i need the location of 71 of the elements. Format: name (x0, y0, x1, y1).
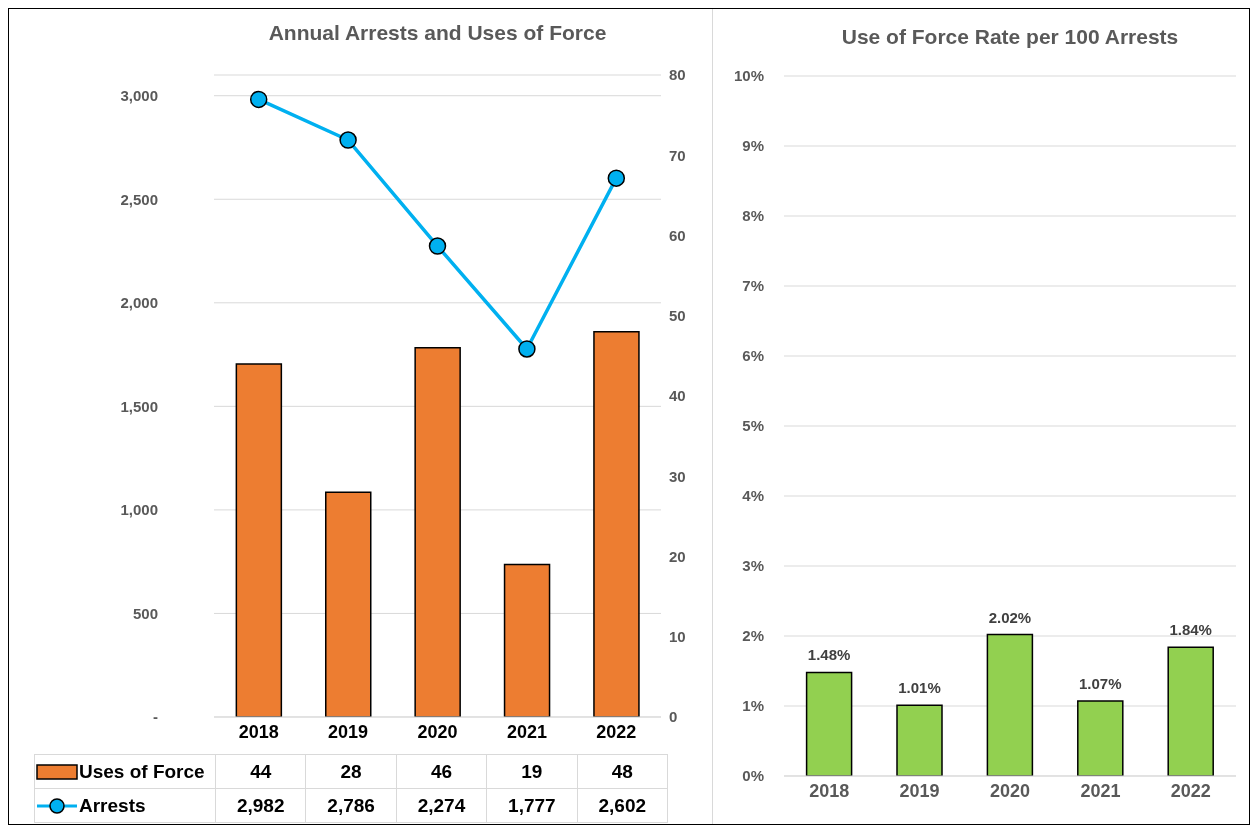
bar (593, 331, 640, 717)
x-tick-label: 2022 (1170, 780, 1211, 801)
data-label: 28 (305, 754, 397, 789)
y2-tick-label: 80 (669, 66, 686, 84)
y-tick-label: 5% (742, 417, 764, 435)
bar (805, 671, 853, 776)
y-tick-label: 9% (742, 137, 764, 155)
y-tick-label: 2% (742, 627, 764, 645)
y2-tick-label: 10 (669, 628, 686, 646)
y-tick-label: 500 (132, 604, 158, 622)
chart-title: Use of Force Rate per 100 Arrests (840, 25, 1180, 49)
data-label: 1.07% (1079, 675, 1122, 693)
y2-tick-label: 40 (669, 387, 686, 405)
y-tick-label: 10% (733, 67, 764, 85)
x-tick-label: 2020 (989, 780, 1031, 801)
bar (896, 704, 943, 776)
y2-tick-label: 70 (669, 146, 686, 164)
point (339, 131, 357, 149)
data-label: 46 (396, 754, 487, 789)
legend-label: Arrests (79, 794, 146, 816)
data-label: 48 (577, 754, 668, 789)
y-tick-label: 4% (742, 487, 764, 505)
x-tick-label: 2020 (417, 721, 458, 742)
data-label: 2,274 (396, 788, 487, 823)
point (249, 90, 268, 109)
chart-title: Annual Arrests and Uses of Force (267, 21, 608, 45)
y-tick-label: 6% (742, 347, 764, 365)
y-tick-label: 3,000 (120, 87, 158, 105)
y-tick-label: 1% (742, 697, 764, 715)
bar (1077, 700, 1124, 776)
bar (503, 563, 551, 717)
point (518, 340, 536, 358)
data-label: 2,602 (577, 788, 668, 823)
y-tick-label: 8% (742, 207, 764, 225)
point (607, 169, 626, 187)
x-tick-label: 2022 (596, 721, 637, 742)
data-label: 1,777 (486, 788, 578, 823)
x-tick-label: 2018 (809, 780, 850, 801)
data-label: 1.01% (898, 679, 941, 697)
data-label: 2.02% (988, 608, 1032, 626)
y-tick-label: 3% (742, 557, 764, 575)
bar (986, 633, 1034, 776)
bar (414, 347, 461, 717)
y-tick-label: 2,000 (120, 294, 158, 312)
y2-tick-label: 0 (669, 708, 678, 726)
y-tick-label: 7% (742, 277, 764, 295)
y-tick-label: - (153, 708, 158, 726)
y2-tick-label: 50 (669, 307, 686, 325)
data-label: 2,982 (215, 788, 306, 823)
y-tick-label: 1,500 (120, 397, 158, 415)
data-label: 1.48% (807, 646, 851, 664)
data-label: 19 (486, 754, 578, 789)
data-label: 1.84% (1169, 621, 1212, 639)
y-tick-label: 2,500 (120, 190, 158, 208)
x-tick-label: 2019 (899, 780, 940, 801)
y2-tick-label: 20 (669, 547, 686, 565)
bar (235, 363, 283, 717)
data-label: 2,786 (305, 788, 397, 823)
x-tick-label: 2021 (506, 721, 547, 742)
x-tick-label: 2019 (328, 721, 369, 742)
y2-tick-label: 30 (669, 467, 686, 485)
x-tick-label: 2018 (238, 721, 279, 742)
bar (325, 491, 372, 717)
x-tick-label: 2021 (1080, 780, 1121, 801)
data-label: 44 (215, 754, 306, 789)
legend-label: Uses of Force (79, 760, 205, 782)
y-tick-label: 0% (742, 767, 764, 785)
point (428, 237, 447, 255)
bar (1167, 646, 1214, 776)
y2-tick-label: 60 (669, 226, 686, 244)
y-tick-label: 1,000 (120, 501, 158, 519)
